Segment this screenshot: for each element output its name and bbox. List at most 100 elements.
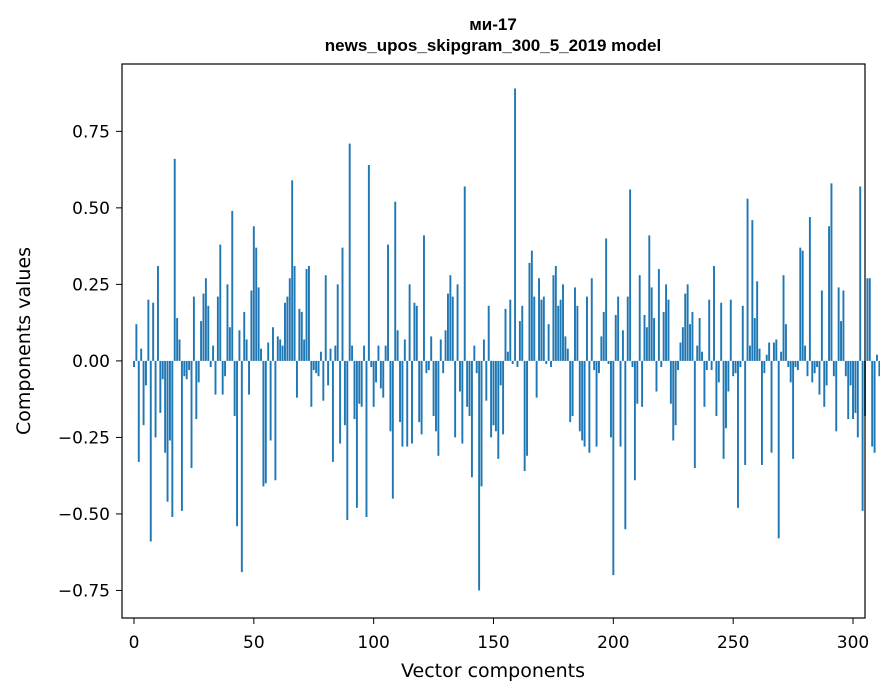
bar (878, 360, 880, 377)
bar (221, 360, 224, 395)
bar (180, 360, 183, 511)
bar (600, 336, 603, 361)
bar (871, 360, 874, 447)
x-tick-label: 250 (717, 633, 749, 653)
bar (379, 360, 382, 389)
bar (542, 296, 545, 361)
bar (485, 360, 488, 401)
bar (583, 360, 586, 447)
bar (725, 360, 727, 429)
bar (418, 360, 421, 423)
bar (192, 296, 195, 361)
bar (197, 360, 200, 383)
bar (363, 345, 366, 361)
bar (224, 360, 227, 377)
bar (233, 360, 236, 416)
bar (236, 360, 239, 527)
bar (399, 360, 401, 423)
bar (413, 302, 416, 361)
bar (705, 360, 708, 371)
bar (164, 360, 167, 453)
y-tick-label: 0.75 (72, 122, 110, 142)
bar (238, 330, 241, 361)
bar (319, 351, 322, 361)
bar (538, 278, 540, 361)
bar (739, 360, 742, 368)
bar (372, 360, 375, 407)
bar (636, 360, 639, 404)
bar (231, 210, 234, 361)
bar (717, 360, 720, 383)
bar (844, 360, 847, 377)
bar (550, 360, 552, 368)
bar (511, 360, 514, 364)
bar (351, 345, 354, 361)
bar (645, 327, 648, 361)
y-axis-label: Components values (13, 247, 35, 435)
bar (598, 360, 600, 374)
bar (732, 360, 735, 377)
bar (847, 360, 850, 420)
bar (574, 287, 576, 361)
bar (264, 360, 267, 484)
bar (746, 198, 749, 361)
bar (291, 180, 294, 361)
bar (396, 330, 399, 361)
bar (578, 360, 581, 432)
bar (331, 360, 334, 462)
bar (545, 360, 548, 364)
bar (296, 360, 298, 398)
bar (535, 360, 538, 398)
bar (571, 360, 574, 416)
bar (454, 360, 457, 438)
bar (679, 342, 682, 361)
bar (633, 360, 636, 481)
bar (660, 360, 663, 368)
bar (147, 299, 150, 361)
bar (840, 321, 842, 361)
bar (876, 354, 878, 361)
bar (267, 342, 270, 361)
bar (355, 360, 358, 508)
bar (307, 266, 310, 361)
bar (240, 360, 243, 573)
bar (698, 318, 701, 361)
bar (588, 360, 591, 453)
bar (322, 360, 325, 401)
bar (811, 360, 814, 383)
y-axis-ticks: 0.75 0.50 0.25 0.00 −0.25 −0.50 −0.75 (58, 122, 122, 601)
bar (435, 360, 437, 432)
bar (760, 360, 763, 465)
bar (145, 360, 147, 386)
bar (861, 360, 864, 511)
bar (506, 351, 509, 361)
bar (804, 345, 807, 361)
y-tick-label: −0.50 (58, 505, 110, 525)
bar (521, 305, 524, 361)
bar (648, 235, 651, 361)
bar (866, 278, 869, 361)
bar (516, 360, 519, 368)
bar (188, 360, 191, 371)
bar (269, 360, 272, 441)
bar (753, 318, 756, 361)
bar (502, 360, 505, 435)
bar (149, 360, 152, 542)
bar (562, 284, 564, 361)
bar (468, 360, 471, 416)
bar (629, 189, 632, 361)
bar (394, 201, 397, 361)
bar (411, 360, 413, 444)
bar (715, 360, 718, 416)
bar (470, 360, 473, 478)
bar (204, 278, 207, 361)
bar (324, 275, 327, 361)
bar (830, 183, 833, 361)
bar (856, 360, 859, 438)
bar (168, 360, 171, 441)
bar (691, 311, 694, 361)
bar (749, 345, 751, 361)
bar (286, 296, 289, 361)
bar (348, 143, 351, 361)
bar (293, 266, 296, 361)
